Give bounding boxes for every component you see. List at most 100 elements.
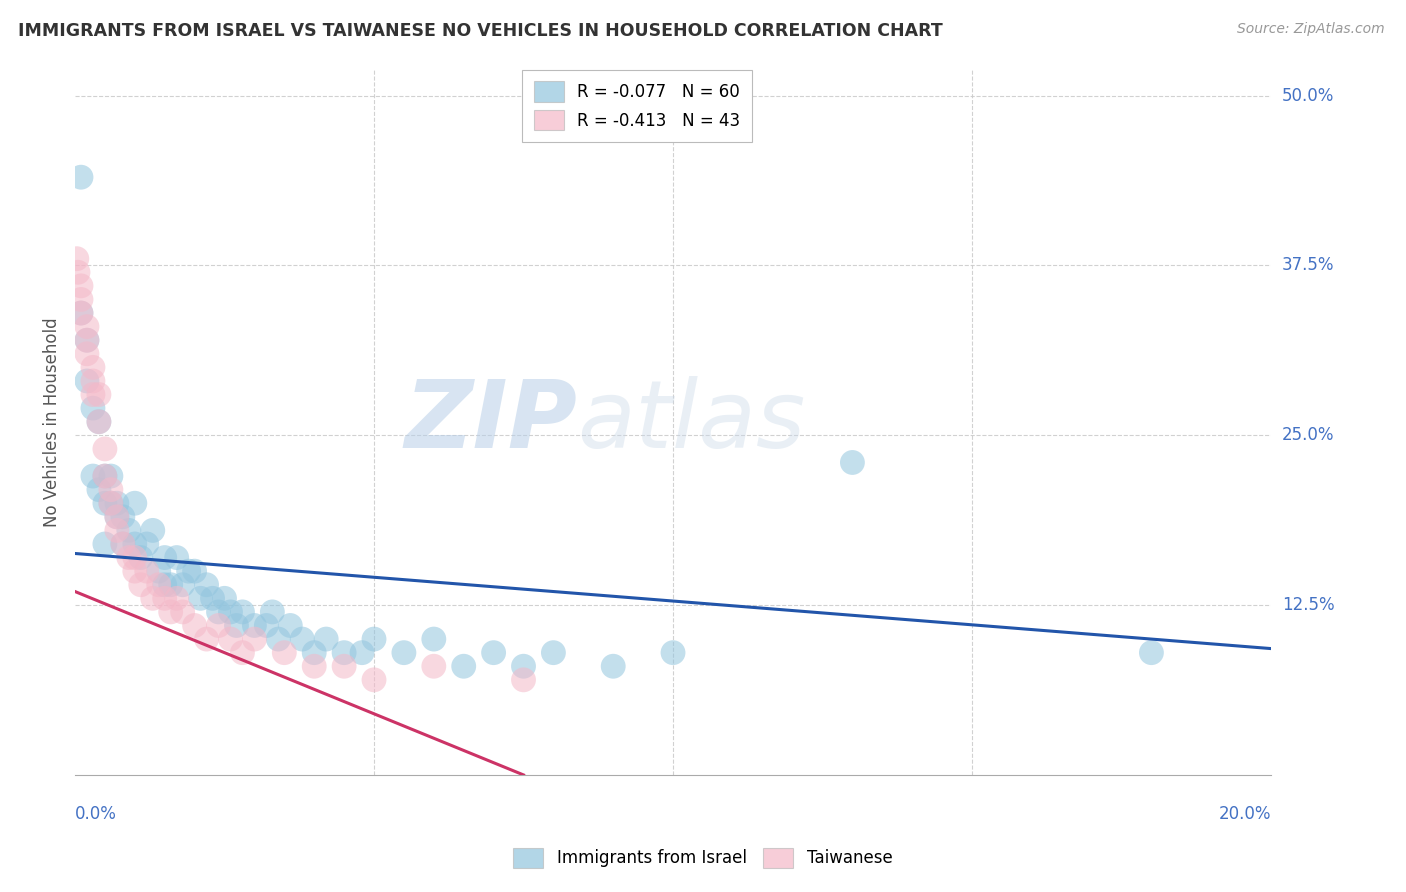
Text: 37.5%: 37.5%: [1282, 257, 1334, 275]
Point: [100, 469, 122, 483]
Point: [243, 618, 266, 632]
Y-axis label: No Vehicles in Household: No Vehicles in Household: [44, 317, 60, 526]
Point: [76, 374, 98, 388]
Legend: R = -0.077   N = 60, R = -0.413   N = 43: R = -0.077 N = 60, R = -0.413 N = 43: [522, 70, 752, 142]
Point: [94, 469, 117, 483]
Point: [135, 537, 157, 551]
Point: [129, 550, 152, 565]
Point: [82, 401, 104, 416]
Point: [423, 659, 446, 673]
Point: [105, 509, 128, 524]
Point: [70, 306, 93, 320]
Point: [278, 618, 301, 632]
Text: ZIP: ZIP: [405, 376, 578, 467]
Point: [195, 632, 218, 646]
Point: [142, 524, 165, 538]
Point: [363, 673, 385, 687]
Point: [225, 618, 247, 632]
Point: [254, 618, 277, 632]
Point: [124, 496, 146, 510]
Point: [273, 646, 295, 660]
Point: [82, 360, 104, 375]
Point: [100, 483, 122, 497]
Point: [1140, 646, 1163, 660]
Point: [70, 306, 93, 320]
Point: [512, 659, 534, 673]
Point: [148, 578, 170, 592]
Point: [76, 347, 98, 361]
Point: [214, 591, 236, 606]
Point: [267, 632, 290, 646]
Point: [482, 646, 505, 660]
Point: [142, 591, 165, 606]
Point: [105, 496, 128, 510]
Point: [333, 659, 356, 673]
Point: [76, 319, 98, 334]
Point: [124, 550, 146, 565]
Point: [219, 632, 242, 646]
Point: [87, 387, 110, 401]
Point: [183, 564, 205, 578]
Text: 12.5%: 12.5%: [1282, 596, 1334, 614]
Point: [94, 496, 117, 510]
Point: [94, 537, 117, 551]
Point: [302, 646, 325, 660]
Text: 25.0%: 25.0%: [1282, 426, 1334, 444]
Point: [94, 442, 117, 456]
Point: [76, 333, 98, 347]
Point: [82, 374, 104, 388]
Point: [195, 578, 218, 592]
Point: [94, 469, 117, 483]
Point: [333, 646, 356, 660]
Point: [124, 537, 146, 551]
Point: [662, 646, 685, 660]
Point: [76, 333, 98, 347]
Point: [231, 646, 253, 660]
Point: [111, 537, 134, 551]
Point: [363, 632, 385, 646]
Point: [166, 550, 188, 565]
Point: [87, 483, 110, 497]
Point: [70, 278, 93, 293]
Point: [207, 618, 229, 632]
Point: [70, 293, 93, 307]
Text: Source: ZipAtlas.com: Source: ZipAtlas.com: [1237, 22, 1385, 37]
Point: [159, 578, 181, 592]
Point: [183, 618, 205, 632]
Point: [148, 564, 170, 578]
Point: [159, 605, 181, 619]
Point: [111, 509, 134, 524]
Text: 20.0%: 20.0%: [1219, 805, 1271, 823]
Point: [66, 265, 89, 279]
Point: [105, 524, 128, 538]
Point: [66, 252, 89, 266]
Point: [302, 659, 325, 673]
Text: 0.0%: 0.0%: [75, 805, 117, 823]
Point: [207, 605, 229, 619]
Point: [841, 455, 863, 469]
Point: [82, 469, 104, 483]
Point: [135, 564, 157, 578]
Text: 50.0%: 50.0%: [1282, 87, 1334, 104]
Point: [243, 632, 266, 646]
Point: [602, 659, 624, 673]
Point: [453, 659, 475, 673]
Point: [87, 415, 110, 429]
Point: [423, 632, 446, 646]
Point: [111, 537, 134, 551]
Point: [105, 509, 128, 524]
Point: [87, 415, 110, 429]
Point: [166, 591, 188, 606]
Point: [118, 550, 141, 565]
Point: [352, 646, 374, 660]
Point: [219, 605, 242, 619]
Point: [153, 591, 176, 606]
Text: atlas: atlas: [578, 376, 806, 467]
Legend: Immigrants from Israel, Taiwanese: Immigrants from Israel, Taiwanese: [506, 841, 900, 875]
Point: [100, 496, 122, 510]
Point: [291, 632, 314, 646]
Point: [82, 387, 104, 401]
Point: [315, 632, 337, 646]
Point: [392, 646, 415, 660]
Point: [100, 496, 122, 510]
